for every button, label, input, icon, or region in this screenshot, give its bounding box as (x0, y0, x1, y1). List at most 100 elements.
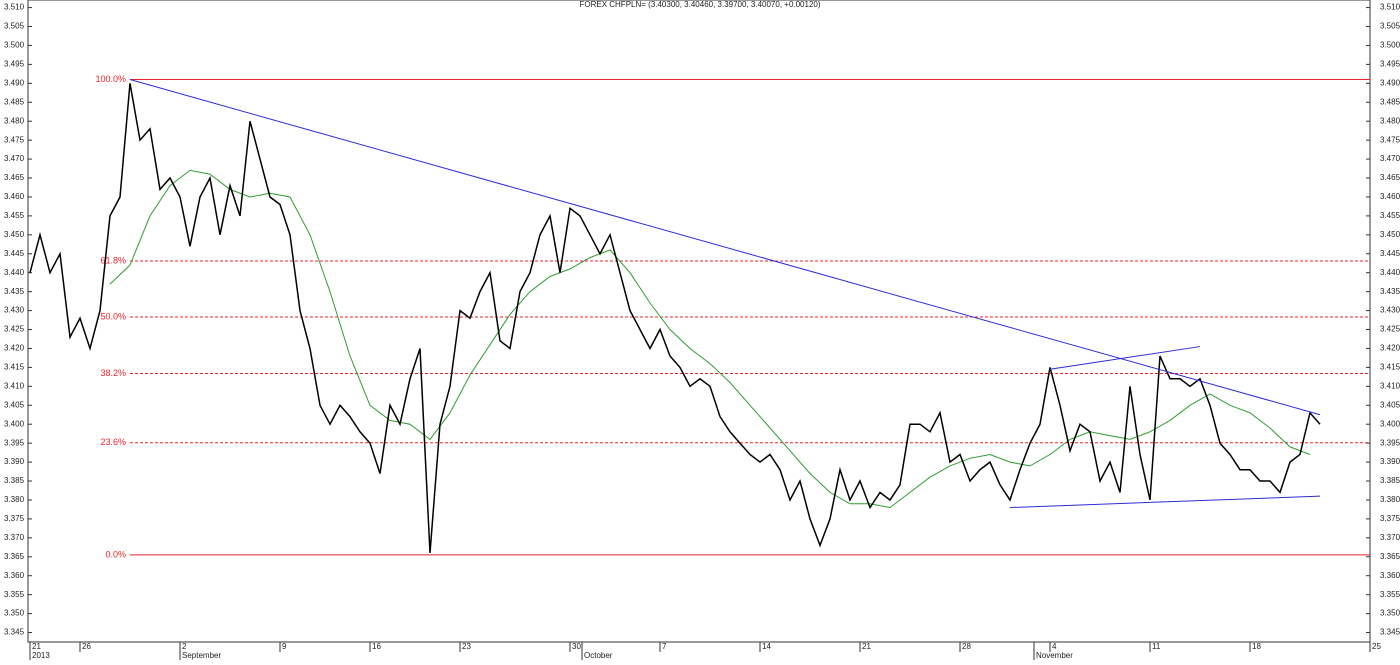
x-group-label: 2013 (32, 651, 50, 660)
y-tick-label: 3.440 (1380, 268, 1400, 277)
x-tick-label: 9 (282, 642, 287, 651)
y-tick-label: 3.375 (4, 514, 25, 523)
y-tick-label: 3.355 (4, 590, 25, 599)
y-tick-label: 3.395 (4, 438, 25, 447)
x-tick-label: 2 (182, 642, 187, 651)
y-tick-label: 3.495 (4, 59, 25, 68)
fib-label: 0.0% (105, 549, 126, 559)
y-tick-label: 3.370 (4, 533, 25, 542)
x-tick-label: 11 (1152, 642, 1161, 651)
y-tick-label: 3.490 (1380, 78, 1400, 87)
y-tick-label: 3.450 (4, 230, 25, 239)
y-tick-label: 3.500 (1380, 41, 1400, 50)
y-tick-label: 3.460 (4, 192, 25, 201)
fib-label: 23.6% (100, 437, 126, 447)
y-tick-label: 3.425 (4, 325, 25, 334)
y-tick-label: 3.400 (1380, 419, 1400, 428)
x-group-label: October (584, 651, 613, 660)
y-tick-label: 3.495 (1380, 59, 1400, 68)
y-tick-label: 3.425 (1380, 325, 1400, 334)
y-tick-label: 3.455 (4, 211, 25, 220)
y-tick-label: 3.470 (1380, 154, 1400, 163)
x-tick-label: 4 (1052, 642, 1057, 651)
y-tick-label: 3.380 (4, 495, 25, 504)
y-tick-label: 3.485 (4, 97, 25, 106)
y-tick-label: 3.475 (4, 135, 25, 144)
x-tick-label: 21 (862, 642, 871, 651)
y-tick-label: 3.445 (1380, 249, 1400, 258)
x-tick-label: 30 (572, 642, 581, 651)
price-line (109, 169, 1311, 509)
y-tick-label: 3.440 (4, 268, 25, 277)
fib-label: 100.0% (95, 74, 126, 84)
y-tick-label: 3.490 (4, 78, 25, 87)
y-tick-label: 3.365 (4, 552, 25, 561)
x-tick-label: 7 (662, 642, 667, 651)
x-tick-label: 23 (462, 642, 471, 651)
y-tick-label: 3.420 (1380, 344, 1400, 353)
y-tick-label: 3.355 (1380, 590, 1400, 599)
y-tick-label: 3.390 (1380, 457, 1400, 466)
x-tick-label: 16 (372, 642, 381, 651)
trend-line (1009, 495, 1321, 509)
y-tick-label: 3.505 (4, 22, 25, 31)
y-tick-label: 3.480 (4, 116, 25, 125)
y-tick-label: 3.415 (4, 363, 25, 372)
y-tick-label: 3.410 (1380, 381, 1400, 390)
x-tick-label: 25 (1372, 642, 1381, 651)
x-tick-label: 26 (82, 642, 91, 651)
x-group-label: November (1036, 651, 1073, 660)
y-tick-label: 3.395 (1380, 438, 1400, 447)
fib-label: 50.0% (100, 311, 126, 321)
x-tick-label: 28 (962, 642, 971, 651)
y-tick-label: 3.375 (1380, 514, 1400, 523)
y-tick-label: 3.470 (4, 154, 25, 163)
y-tick-label: 3.475 (1380, 135, 1400, 144)
x-group-label: September (182, 651, 221, 660)
y-tick-label: 3.360 (1380, 571, 1400, 580)
y-tick-label: 3.410 (4, 381, 25, 390)
y-tick-label: 3.450 (1380, 230, 1400, 239)
fib-label: 61.8% (100, 255, 126, 265)
y-tick-label: 3.385 (1380, 476, 1400, 485)
y-tick-label: 3.400 (4, 419, 25, 428)
y-tick-label: 3.435 (4, 287, 25, 296)
y-tick-label: 3.365 (1380, 552, 1400, 561)
y-tick-label: 3.385 (4, 476, 25, 485)
y-tick-label: 3.405 (1380, 400, 1400, 409)
y-tick-label: 3.505 (1380, 22, 1400, 31)
y-tick-label: 3.510 (4, 3, 25, 12)
y-tick-label: 3.445 (4, 249, 25, 258)
y-tick-label: 3.345 (4, 628, 25, 637)
y-tick-label: 3.430 (4, 306, 25, 315)
y-tick-label: 3.420 (4, 344, 25, 353)
y-tick-label: 3.350 (4, 609, 25, 618)
y-tick-label: 3.455 (1380, 211, 1400, 220)
chart-title: FOREX CHFPLN= (3.40300, 3.40460, 3.39700… (579, 0, 820, 9)
fib-label: 38.2% (100, 368, 126, 378)
y-tick-label: 3.350 (1380, 609, 1400, 618)
x-tick-label: 14 (762, 642, 771, 651)
y-tick-label: 3.485 (1380, 97, 1400, 106)
plot-frame (27, 0, 1371, 643)
y-tick-label: 3.380 (1380, 495, 1400, 504)
y-tick-label: 3.510 (1380, 3, 1400, 12)
y-tick-label: 3.480 (1380, 116, 1400, 125)
y-tick-label: 3.345 (1380, 628, 1400, 637)
y-tick-label: 3.370 (1380, 533, 1400, 542)
y-tick-label: 3.465 (4, 173, 25, 182)
x-tick-label: 18 (1252, 642, 1261, 651)
trend-line (1049, 346, 1201, 370)
y-tick-label: 3.460 (1380, 192, 1400, 201)
y-tick-label: 3.435 (1380, 287, 1400, 296)
x-tick-label: 21 (32, 642, 41, 651)
price-line (29, 83, 1321, 554)
y-tick-label: 3.500 (4, 41, 25, 50)
y-tick-label: 3.405 (4, 400, 25, 409)
y-tick-label: 3.390 (4, 457, 25, 466)
y-tick-label: 3.360 (4, 571, 25, 580)
y-tick-label: 3.465 (1380, 173, 1400, 182)
y-tick-label: 3.430 (1380, 306, 1400, 315)
y-tick-label: 3.415 (1380, 363, 1400, 372)
